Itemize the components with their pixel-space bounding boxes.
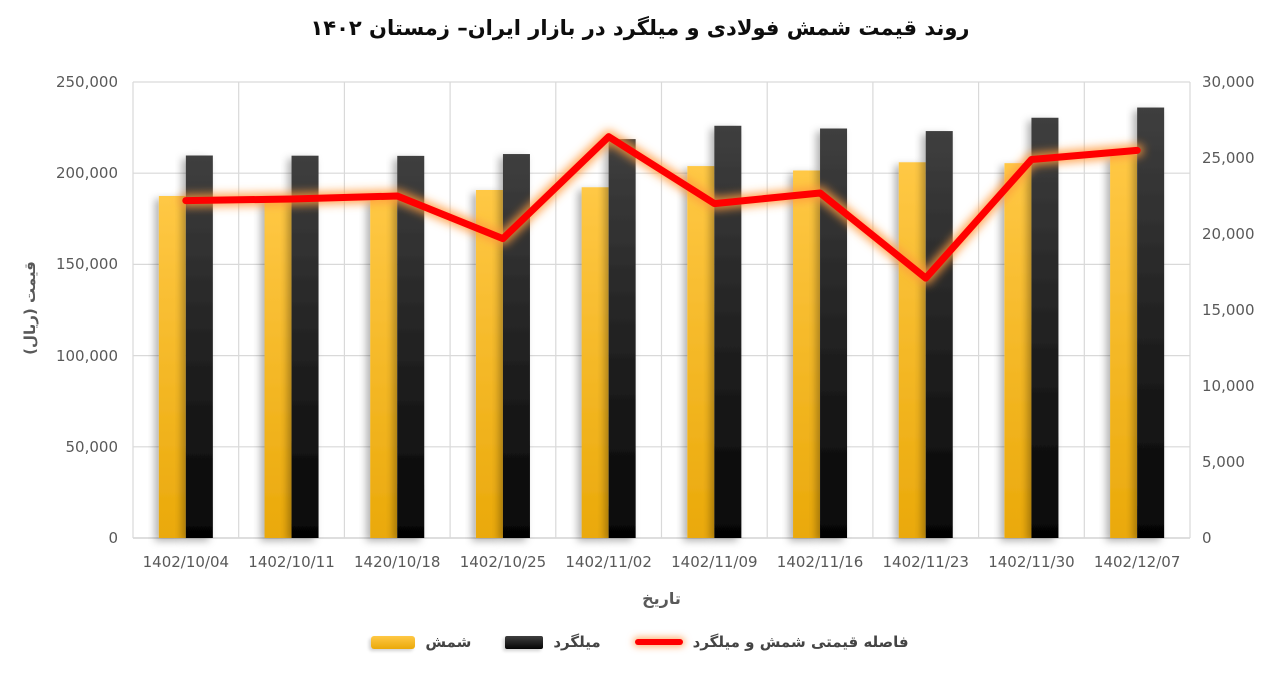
y-axis-right-tick-label: 5,000 bbox=[1202, 453, 1245, 471]
y-axis-left-tick-label: 150,000 bbox=[55, 255, 118, 274]
bar-shamsh-5[interactable] bbox=[687, 166, 715, 538]
milgard-series-swatch-icon bbox=[505, 635, 544, 649]
bar-shamsh-1[interactable] bbox=[264, 196, 292, 538]
x-axis-tick-label: 1402/11/30 bbox=[988, 553, 1075, 571]
y-axis-right-tick-label: 20,000 bbox=[1202, 225, 1255, 243]
shamsh-series-swatch-icon bbox=[371, 635, 416, 649]
bar-milgard-2[interactable] bbox=[397, 155, 425, 538]
x-axis-tick-label: 1402/11/23 bbox=[882, 553, 969, 571]
y-axis-right-tick-label: 10,000 bbox=[1202, 377, 1255, 395]
bar-milgard-7[interactable] bbox=[925, 131, 953, 538]
chart-legend: شمش میلگرد فاصله قیمتی شمش و میلگرد bbox=[0, 633, 1280, 651]
y-axis-left-tick-label: 200,000 bbox=[55, 164, 118, 183]
x-axis-tick-label: 1402/11/02 bbox=[565, 553, 652, 571]
x-axis-tick-label: 1402/11/16 bbox=[776, 553, 864, 571]
legend-item-price-gap[interactable]: فاصله قیمتی شمش و میلگرد bbox=[634, 633, 909, 651]
x-axis-title: تاریخ bbox=[642, 589, 681, 608]
y-axis-right-tick-label: 25,000 bbox=[1202, 149, 1255, 167]
bar-shamsh-6[interactable] bbox=[793, 170, 821, 539]
y-axis-left-tick-label: 50,000 bbox=[65, 437, 119, 456]
y-axis-right-tick-label: 15,000 bbox=[1202, 301, 1255, 319]
legend-item-milgard[interactable]: میلگرد bbox=[505, 633, 601, 651]
bar-milgard-1[interactable] bbox=[291, 155, 319, 538]
bar-shamsh-2[interactable] bbox=[370, 196, 398, 539]
x-axis-tick-label: 1402/10/25 bbox=[459, 553, 547, 571]
legend-label-milgard: میلگرد bbox=[553, 633, 601, 651]
legend-label-shamsh: شمش bbox=[425, 633, 472, 651]
x-axis-tick-label: 1402/11/09 bbox=[671, 553, 758, 571]
bar-shamsh-3[interactable] bbox=[475, 189, 503, 538]
bar-milgard-5[interactable] bbox=[714, 125, 742, 538]
x-axis-tick-label: 1402/10/11 bbox=[248, 553, 335, 571]
bar-milgard-0[interactable] bbox=[185, 155, 213, 538]
legend-item-shamsh[interactable]: شمش bbox=[371, 633, 471, 651]
bar-milgard-8[interactable] bbox=[1031, 117, 1059, 538]
y-axis-left-tick-label: 0 bbox=[108, 529, 118, 547]
x-axis-tick-label: 1402/12/07 bbox=[1093, 553, 1181, 571]
bar-shamsh-8[interactable] bbox=[1004, 163, 1032, 538]
chart-title: روند قیمت شمش فولادی و میلگرد در بازار ا… bbox=[310, 16, 970, 40]
bar-shamsh-9[interactable] bbox=[1110, 154, 1138, 539]
price-gap-line-swatch-icon bbox=[634, 639, 683, 645]
y-axis-left-tick-label: 250,000 bbox=[55, 73, 118, 91]
bar-milgard-4[interactable] bbox=[608, 139, 636, 539]
y-axis-right-tick-label: 0 bbox=[1202, 529, 1212, 547]
bar-shamsh-0[interactable] bbox=[158, 196, 186, 538]
bar-shamsh-4[interactable] bbox=[581, 187, 609, 538]
y-axis-right-tick-label: 30,000 bbox=[1202, 73, 1255, 91]
x-axis-tick-label: 1402/10/04 bbox=[142, 553, 230, 571]
y-axis-title: قیمت (ریال) bbox=[21, 261, 39, 355]
legend-label-price-gap: فاصله قیمتی شمش و میلگرد bbox=[692, 633, 909, 651]
y-axis-left-tick-label: 100,000 bbox=[55, 346, 118, 365]
bar-milgard-9[interactable] bbox=[1137, 107, 1165, 538]
bar-shamsh-7[interactable] bbox=[898, 162, 926, 539]
x-axis-tick-label: 1420/10/18 bbox=[354, 553, 441, 571]
price-gap-line[interactable] bbox=[182, 133, 1141, 282]
